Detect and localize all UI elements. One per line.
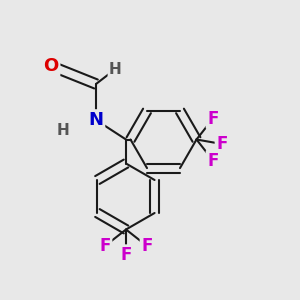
Text: F: F bbox=[99, 237, 111, 255]
Text: N: N bbox=[88, 111, 104, 129]
Text: H: H bbox=[109, 61, 122, 76]
Text: F: F bbox=[216, 135, 228, 153]
Text: H: H bbox=[57, 123, 69, 138]
Text: F: F bbox=[141, 237, 153, 255]
Text: O: O bbox=[44, 57, 59, 75]
Text: F: F bbox=[120, 246, 132, 264]
Text: F: F bbox=[207, 152, 219, 169]
Text: F: F bbox=[207, 110, 219, 128]
